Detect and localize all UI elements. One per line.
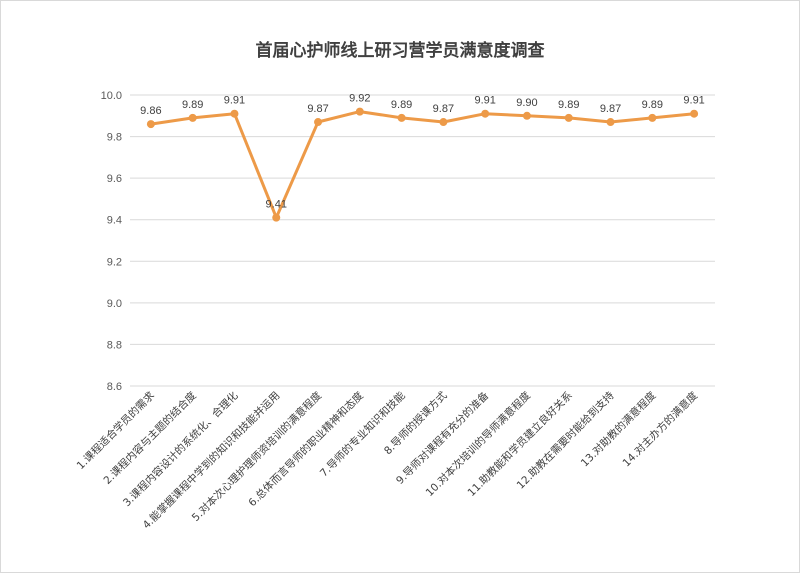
series-polyline: [149, 110, 696, 220]
data-label: 9.89: [391, 99, 412, 111]
data-point: [188, 113, 197, 122]
x-tick-label: 1.课程适合学员的需求: [74, 389, 157, 472]
data-label: 9.91: [474, 95, 495, 107]
y-tick-label: 9.6: [107, 173, 122, 185]
x-tick-label: 7.导师的专业知识和技能: [317, 389, 408, 480]
data-label: 9.89: [642, 99, 663, 111]
data-point: [606, 118, 615, 127]
data-point: [481, 109, 490, 118]
data-label: 9.87: [433, 103, 454, 115]
y-tick-label: 8.8: [107, 339, 122, 351]
gridlines: [130, 94, 715, 387]
x-tick-label: 14.对主办方的满意度: [620, 389, 701, 470]
data-label: 9.41: [266, 199, 287, 211]
data-label: 9.89: [182, 99, 203, 111]
data-point: [146, 120, 155, 129]
y-tick-label: 9.2: [107, 256, 122, 268]
data-label: 9.91: [683, 95, 704, 107]
data-labels: 9.86 9.89 9.91 9.41 9.87 9.92 9.89 9.87 9.91 9.90…: [140, 93, 705, 211]
data-point: [522, 111, 531, 120]
data-point: [439, 118, 448, 127]
data-point: [355, 107, 364, 116]
y-tick-label: 10.0: [101, 90, 122, 102]
data-label: 9.87: [307, 103, 328, 115]
data-label: 9.90: [516, 97, 537, 109]
chart-title: 首届心护师线上研习营学员满意度调查: [256, 40, 546, 61]
data-label: 9.89: [558, 99, 579, 111]
y-tick-label: 9.0: [107, 298, 122, 310]
data-point: [272, 213, 281, 222]
data-point: [648, 113, 657, 122]
series-line: [149, 110, 696, 220]
data-point: [230, 109, 239, 118]
data-label: 9.92: [349, 93, 370, 105]
data-point: [564, 113, 573, 122]
data-point: [397, 113, 406, 122]
y-tick-label: 9.8: [107, 132, 122, 144]
x-tick-label: 13.对助教的满意程度: [578, 389, 659, 470]
x-axis-ticks: 1.课程适合学员的需求2.课程内容与主题的结合度3.课程内容设计的系统化、合理化…: [74, 389, 701, 532]
data-label: 9.86: [140, 105, 161, 117]
y-tick-label: 9.4: [107, 215, 122, 227]
data-label: 9.91: [224, 95, 245, 107]
y-tick-label: 8.6: [107, 381, 122, 393]
data-point: [314, 118, 323, 127]
y-axis-ticks: 10.0 9.8 9.6 9.4 9.2 9.0 8.8 8.6: [101, 90, 122, 393]
data-label: 9.87: [600, 103, 621, 115]
data-points: [146, 107, 699, 222]
data-point: [690, 109, 699, 118]
